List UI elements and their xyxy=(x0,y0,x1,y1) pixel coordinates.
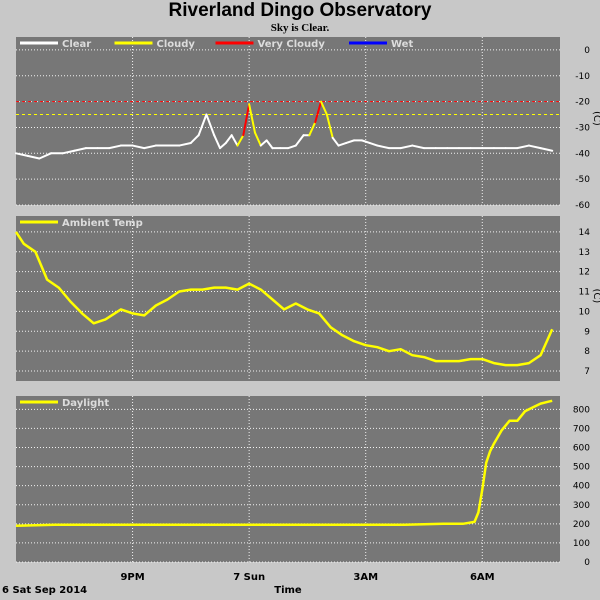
y-tick-label: -40 xyxy=(575,149,590,159)
series-segment xyxy=(143,144,157,150)
chart-subtitle: Sky is Clear. xyxy=(270,22,330,34)
series-segment xyxy=(527,144,542,150)
y-tick-label: 100 xyxy=(573,539,590,549)
legend-label: Daylight xyxy=(62,398,109,409)
y-tick-label: 11 xyxy=(579,288,590,298)
y-tick-label: -30 xyxy=(575,123,590,133)
series-segment xyxy=(294,134,305,147)
series-segment xyxy=(213,134,221,150)
chart-title: Riverland Dingo Observatory xyxy=(168,0,432,21)
y-tick-label: 600 xyxy=(573,444,590,454)
series-segment xyxy=(131,144,146,150)
y-tick-label: 0 xyxy=(584,558,590,568)
y-tick-label: 7 xyxy=(584,367,590,377)
series-segment xyxy=(242,103,251,137)
y-tick-label: 14 xyxy=(579,228,591,238)
series-segment xyxy=(337,141,348,147)
x-axis: 6 Sat Sep 2014 Time 9PM 7 Sun 3AM 6AM xyxy=(2,572,495,596)
y-tick-label: -10 xyxy=(575,72,590,82)
y-tick-label: 400 xyxy=(573,482,590,492)
series-segment xyxy=(108,144,122,150)
legend-label: Clear xyxy=(62,39,91,50)
series-segment xyxy=(205,113,216,137)
series-segment xyxy=(224,134,233,144)
series-segment xyxy=(178,141,192,147)
series-segment xyxy=(26,154,41,160)
series-segment xyxy=(265,139,274,150)
series-segment xyxy=(314,100,323,124)
y-tick-label: 800 xyxy=(573,405,590,415)
date-label: 6 Sat Sep 2014 xyxy=(2,585,87,596)
series-segment xyxy=(345,139,356,144)
y-tick-label: 13 xyxy=(579,248,590,258)
series-segment xyxy=(368,141,379,147)
x-axis-label: Time xyxy=(274,585,302,596)
legend-label: Cloudy xyxy=(157,39,196,50)
series-segment xyxy=(320,100,328,116)
series-segment xyxy=(516,144,530,150)
y-tick-label: 8 xyxy=(584,347,590,357)
series-line xyxy=(15,399,553,527)
series-segment xyxy=(539,147,554,152)
y-tick-label: -60 xyxy=(575,201,590,211)
y-tick-label: 200 xyxy=(573,520,590,530)
series-segment xyxy=(259,139,268,147)
y-tick-label: -20 xyxy=(575,98,590,108)
y-tick-label: 12 xyxy=(579,268,590,278)
series-segment xyxy=(230,134,239,147)
series-segment xyxy=(61,149,76,155)
series-segment xyxy=(287,144,297,150)
panel-daylight: 800 700 600 500 400 300 200 100 0 Daylight xyxy=(15,396,590,568)
y-unit-label: (C) xyxy=(591,111,600,126)
series-segment xyxy=(73,147,87,152)
x-tick-label: 7 Sun xyxy=(233,572,265,583)
series-line xyxy=(14,231,554,367)
y-tick-label: 0 xyxy=(584,46,590,56)
y-tick-label: 500 xyxy=(573,463,590,473)
series-segment xyxy=(308,121,317,137)
series-segment xyxy=(360,139,371,144)
y-tick-label: 300 xyxy=(573,501,590,511)
chart-panels: 0 -10 -20 -30 -40 -50 -60 (C) Clear Cloudy Very Cl… xyxy=(14,37,600,568)
panel-sky-temperature: 0 -10 -20 -30 -40 -50 -60 (C) Clear Cloudy Very Cl… xyxy=(15,37,600,211)
series-segment xyxy=(399,144,414,150)
x-tick-label: 3AM xyxy=(353,572,378,583)
y-tick-label: 10 xyxy=(579,307,591,317)
series-segment xyxy=(219,141,227,150)
legend-label: Ambient Temp xyxy=(62,218,143,229)
series-segment xyxy=(331,136,340,147)
y-tick-label: -50 xyxy=(575,175,590,185)
series-segment xyxy=(236,134,245,147)
series-segment xyxy=(15,152,29,157)
y-tick-label: 9 xyxy=(584,327,590,337)
plot-area xyxy=(16,37,560,205)
plot-area xyxy=(16,216,560,381)
plot-area xyxy=(16,396,560,562)
series-segment xyxy=(376,144,391,150)
series-segment xyxy=(189,134,200,144)
panel-ambient-temperature: 14 13 12 11 10 9 8 7 (C) Ambient Temp xyxy=(14,216,600,381)
legend-label: Very Cloudy xyxy=(258,39,326,50)
series-segment xyxy=(248,103,256,134)
series-segment xyxy=(197,113,208,137)
x-tick-label: 9PM xyxy=(120,572,144,583)
legend-label: Wet xyxy=(391,39,413,50)
series-segment xyxy=(325,113,334,139)
y-tick-label: 700 xyxy=(573,424,590,434)
series-segment xyxy=(253,131,262,147)
series-segment xyxy=(38,152,52,160)
y-unit-label: (C) xyxy=(591,289,600,304)
x-tick-label: 6AM xyxy=(470,572,495,583)
series-segment xyxy=(411,144,425,150)
